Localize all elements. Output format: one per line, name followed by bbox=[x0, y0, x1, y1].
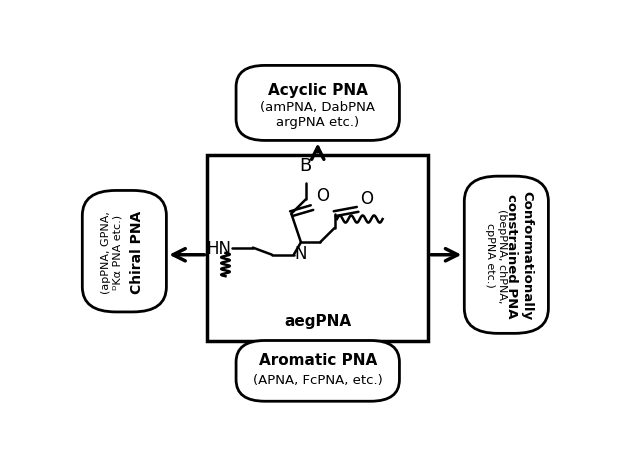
Text: (apPNA, GPNA,
ᴰKα PNA etc.): (apPNA, GPNA, ᴰKα PNA etc.) bbox=[101, 210, 123, 293]
Text: Acyclic PNA: Acyclic PNA bbox=[268, 83, 368, 98]
Text: (APNA, FcPNA, etc.): (APNA, FcPNA, etc.) bbox=[253, 374, 383, 387]
Text: O: O bbox=[360, 189, 373, 207]
Text: Chiral PNA: Chiral PNA bbox=[130, 210, 144, 293]
FancyBboxPatch shape bbox=[236, 341, 399, 401]
Text: aegPNA: aegPNA bbox=[284, 313, 352, 329]
Text: (amPNA, DabPNA
argPNA etc.): (amPNA, DabPNA argPNA etc.) bbox=[260, 101, 375, 129]
FancyBboxPatch shape bbox=[207, 156, 428, 341]
Text: HN: HN bbox=[206, 239, 232, 257]
FancyBboxPatch shape bbox=[236, 66, 399, 141]
Text: B: B bbox=[299, 157, 312, 175]
Text: (bepPNA, chPNA,
cpPNA etc.): (bepPNA, chPNA, cpPNA etc.) bbox=[485, 208, 507, 302]
Text: Aromatic PNA: Aromatic PNA bbox=[259, 353, 377, 368]
Text: O: O bbox=[316, 187, 329, 205]
Text: N: N bbox=[294, 244, 307, 263]
Text: Conformationally
constrained PNA: Conformationally constrained PNA bbox=[505, 191, 533, 319]
FancyBboxPatch shape bbox=[464, 177, 548, 334]
FancyBboxPatch shape bbox=[82, 191, 166, 312]
